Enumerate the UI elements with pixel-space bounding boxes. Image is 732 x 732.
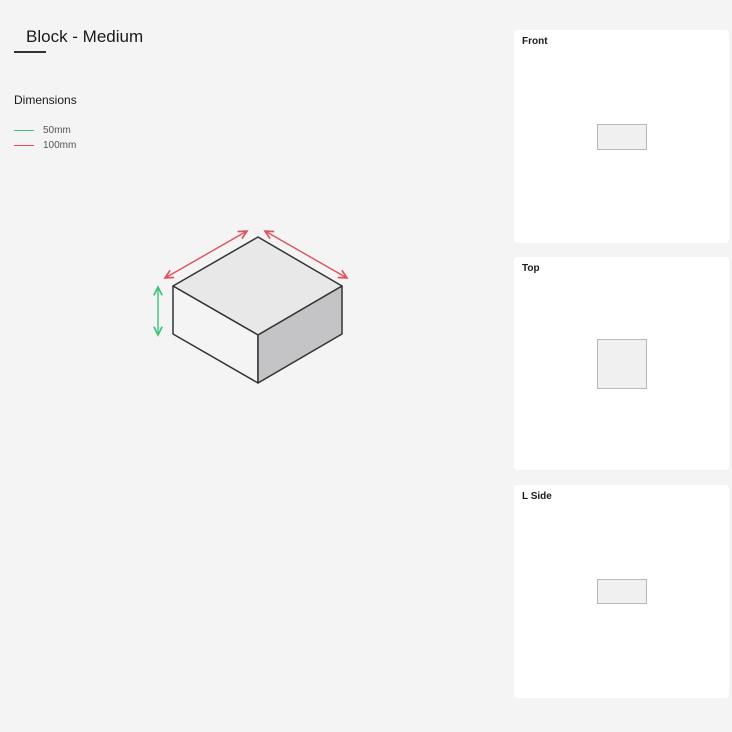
width-arrow-left — [165, 231, 247, 278]
legend-item-100mm: 100mm — [14, 140, 76, 151]
legend-swatch-green — [14, 129, 34, 132]
isometric-block-diagram — [0, 0, 500, 384]
block-right-face — [257, 285, 343, 384]
legend-label: 100mm — [43, 140, 77, 151]
view-panel-front: Front — [514, 30, 729, 243]
panel-label: Top — [522, 263, 540, 274]
depth-arrow-right — [265, 231, 347, 278]
legend-label: 50mm — [43, 125, 71, 136]
side-view-shape — [597, 579, 647, 604]
view-panel-l-side: L Side — [514, 485, 729, 698]
legend-item-50mm: 50mm — [14, 125, 71, 136]
panel-label: Front — [522, 36, 548, 47]
legend-swatch-red — [14, 144, 34, 147]
dimensions-heading: Dimensions — [14, 93, 77, 107]
top-view-shape — [597, 339, 647, 389]
panel-label: L Side — [522, 491, 552, 502]
front-view-shape — [597, 124, 647, 150]
title-underline — [14, 51, 46, 53]
page-title: Block - Medium — [26, 27, 144, 46]
view-panel-top: Top — [514, 257, 729, 470]
